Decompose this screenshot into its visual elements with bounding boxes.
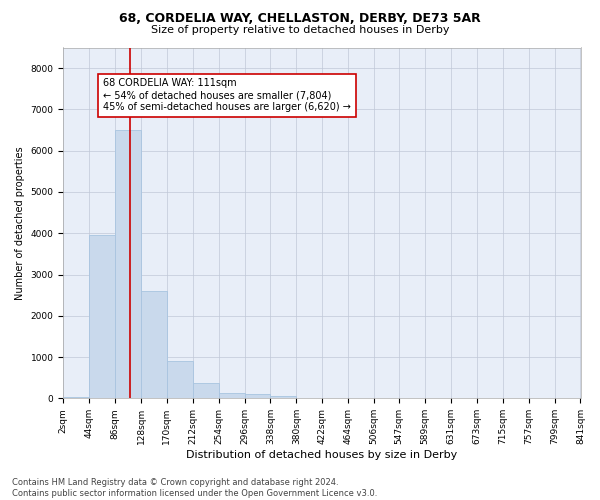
- Bar: [167, 361, 193, 399]
- Bar: [271, 396, 296, 398]
- Bar: [141, 291, 167, 399]
- Bar: [115, 130, 141, 398]
- Y-axis label: Number of detached properties: Number of detached properties: [15, 146, 25, 300]
- Bar: [245, 394, 271, 398]
- Bar: [89, 236, 115, 398]
- X-axis label: Distribution of detached houses by size in Derby: Distribution of detached houses by size …: [186, 450, 458, 460]
- Text: 68, CORDELIA WAY, CHELLASTON, DERBY, DE73 5AR: 68, CORDELIA WAY, CHELLASTON, DERBY, DE7…: [119, 12, 481, 26]
- Bar: [218, 393, 245, 398]
- Bar: [193, 384, 218, 398]
- Text: Contains HM Land Registry data © Crown copyright and database right 2024.
Contai: Contains HM Land Registry data © Crown c…: [12, 478, 377, 498]
- Text: Size of property relative to detached houses in Derby: Size of property relative to detached ho…: [151, 25, 449, 35]
- Text: 68 CORDELIA WAY: 111sqm
← 54% of detached houses are smaller (7,804)
45% of semi: 68 CORDELIA WAY: 111sqm ← 54% of detache…: [103, 78, 351, 112]
